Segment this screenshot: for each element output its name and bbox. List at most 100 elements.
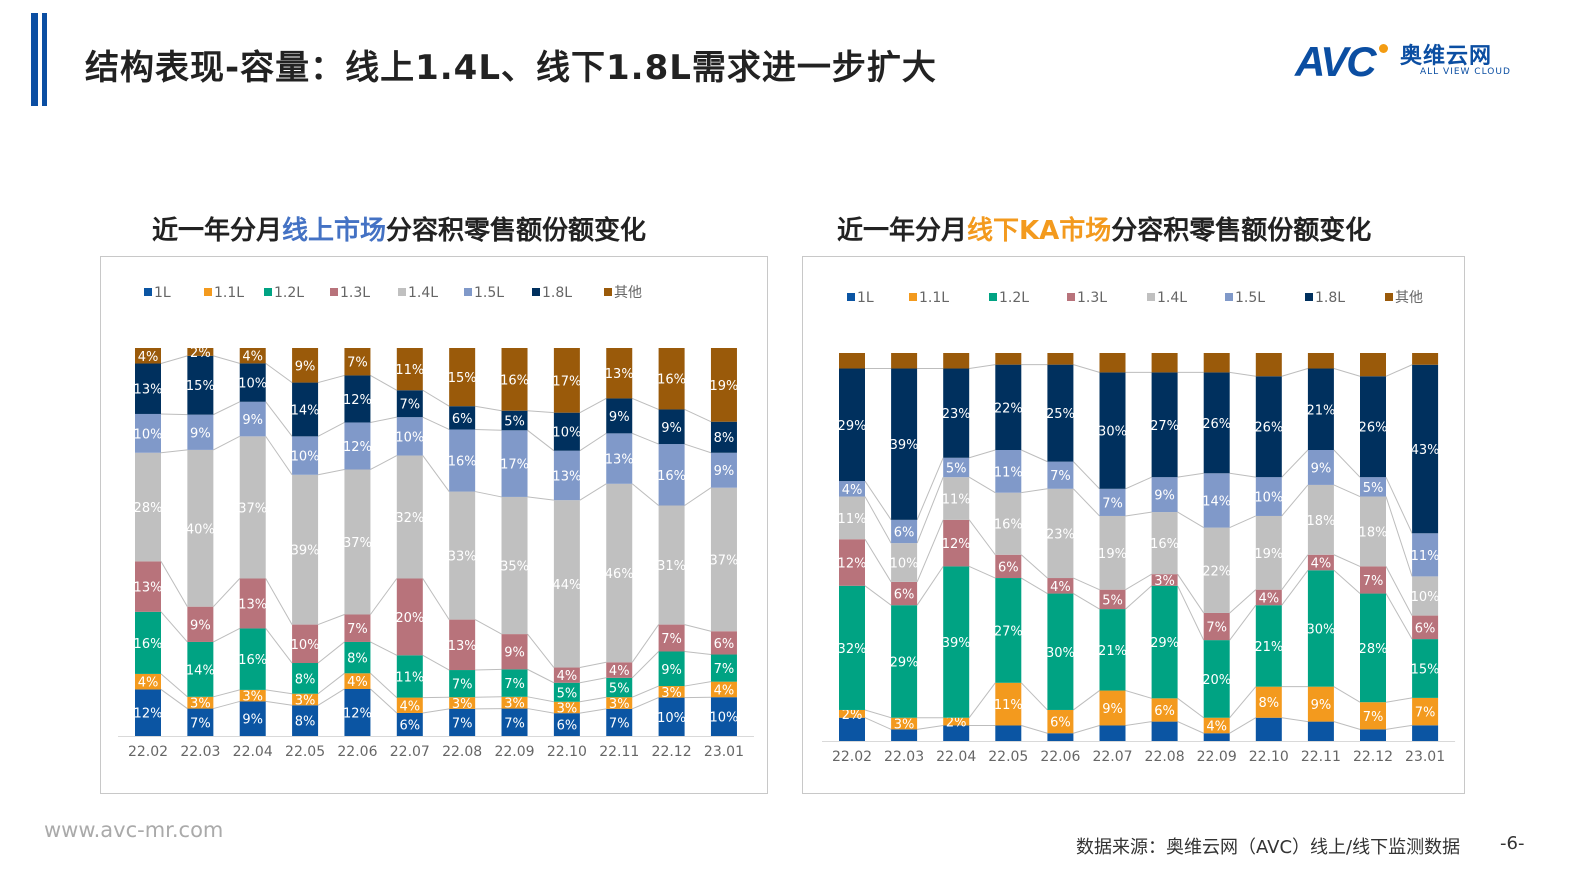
data-label: 4%: [1258, 591, 1279, 606]
legend-swatch: [1305, 293, 1313, 301]
data-label: 33%: [448, 550, 477, 565]
data-label: 14%: [1202, 494, 1231, 509]
series-connector-line: [632, 685, 659, 698]
data-label: 10%: [890, 557, 919, 572]
bar-segment: [995, 682, 1022, 726]
data-label: 3%: [242, 690, 263, 705]
series-connector-line: [968, 519, 996, 556]
legend-swatch: [847, 293, 855, 301]
data-label: 13%: [552, 469, 581, 484]
bar-segment: [943, 457, 970, 478]
data-label: 6%: [714, 637, 735, 652]
data-label: 16%: [657, 469, 686, 484]
data-label: 37%: [238, 501, 267, 516]
logo-cn: 奥维云网: [1400, 44, 1493, 69]
data-label: 7%: [399, 398, 420, 413]
legend-swatch: [398, 288, 406, 296]
bar-segment: [1360, 729, 1386, 741]
data-label: 4%: [399, 699, 420, 714]
bar-segment: [135, 673, 161, 690]
bar-segment: [658, 348, 685, 410]
data-label: 30%: [1046, 646, 1075, 661]
data-label: 8%: [1258, 696, 1279, 711]
bar-segment: [1307, 554, 1334, 571]
bar-segment: [553, 500, 580, 668]
series-connector-line: [527, 496, 554, 501]
series-connector-line: [527, 708, 554, 714]
data-label: 11%: [942, 493, 971, 508]
series-connector-line: [1125, 476, 1152, 490]
title-highlight: 线上市场: [282, 216, 387, 246]
series-connector-line: [1073, 461, 1100, 490]
legend-swatch: [1067, 293, 1075, 301]
data-label: 16%: [657, 373, 686, 388]
data-label: 5%: [946, 461, 967, 476]
page-number: -6-: [1500, 833, 1525, 854]
bar-segment: [501, 669, 528, 697]
bar-segment: [292, 348, 319, 383]
bar-segment: [553, 713, 580, 736]
data-label: 28%: [134, 501, 163, 516]
series-connector-line: [317, 672, 345, 695]
bar-segment: [1099, 589, 1126, 610]
series-connector-line: [1385, 364, 1413, 377]
series-connector-line: [160, 413, 188, 416]
data-label: 16%: [448, 455, 477, 470]
series-connector-line: [1021, 449, 1048, 463]
bar-segment: [1360, 496, 1386, 567]
bar-segment: [553, 348, 580, 413]
data-label: 6%: [894, 525, 915, 540]
x-tick-label: 22.06: [1040, 749, 1080, 765]
data-label: 5%: [1363, 481, 1384, 496]
bar-segment: [1047, 578, 1074, 594]
bar-segment: [135, 363, 161, 414]
series-connector-line: [1333, 449, 1361, 478]
data-label: 12%: [343, 706, 372, 721]
bar-segment: [187, 414, 214, 450]
series-connector-line: [864, 480, 892, 521]
series-connector-line: [527, 668, 555, 684]
data-label: 3%: [190, 697, 211, 712]
data-label: 3%: [894, 718, 915, 733]
data-label: 4%: [557, 669, 578, 684]
data-label: 8%: [295, 715, 316, 730]
series-connector-line: [265, 689, 293, 695]
x-tick-label: 22.07: [1092, 749, 1132, 765]
series-connector-line: [474, 619, 502, 635]
series-connector-line: [213, 435, 240, 451]
series-connector-line: [1229, 717, 1257, 734]
series-connector-line: [160, 561, 188, 607]
series-connector-line: [1229, 589, 1257, 614]
data-label: 21%: [1254, 640, 1283, 655]
series-connector-line: [1177, 721, 1204, 734]
data-label: 19%: [1254, 547, 1283, 562]
bar-segment: [658, 444, 685, 506]
series-connector-line: [1333, 368, 1361, 377]
legend-swatch: [909, 293, 917, 301]
title-highlight: 线下KA市场: [967, 216, 1112, 246]
bar-segment: [1151, 477, 1178, 513]
bar-segment: [292, 382, 319, 437]
bar-segment: [1203, 353, 1230, 373]
series-connector-line: [968, 476, 996, 494]
bar-segment: [1047, 461, 1074, 489]
data-label: 4%: [138, 676, 159, 691]
data-label: 28%: [1359, 642, 1388, 657]
series-connector-line: [370, 416, 397, 423]
offline-chart-title: 近一年分月线下KA市场分容积零售额份额变化: [837, 210, 1371, 247]
bar-segment: [449, 348, 476, 407]
bar-segment: [943, 566, 970, 718]
legend-swatch: [264, 288, 272, 296]
data-label: 29%: [1150, 636, 1179, 651]
data-label: 32%: [838, 642, 867, 657]
data-label: 10%: [291, 450, 320, 465]
bar-segment: [891, 519, 918, 544]
bar-segment: [344, 641, 371, 674]
series-connector-line: [684, 681, 712, 687]
bar-segment: [239, 363, 266, 402]
bar-segment: [943, 477, 970, 520]
bar-segment: [839, 481, 865, 497]
data-label: 22%: [1202, 564, 1231, 579]
data-label: 12%: [343, 393, 372, 408]
bar-segment: [1255, 376, 1282, 478]
